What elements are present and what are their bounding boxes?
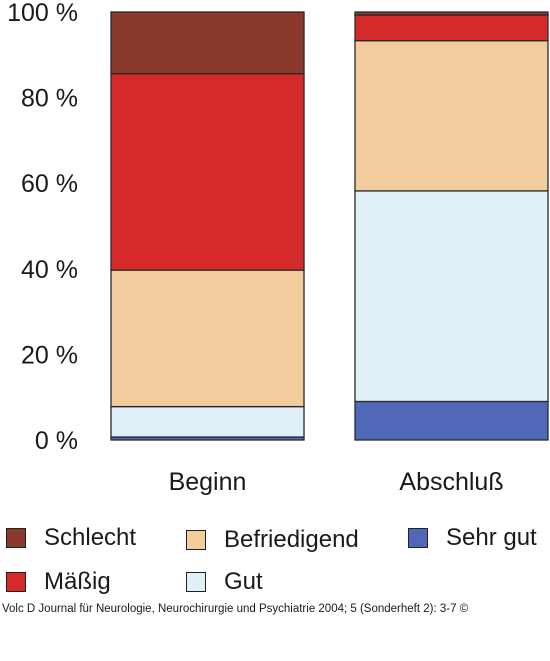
y-tick-label: 20 % [21, 341, 78, 369]
legend-item-befriedigend: Befriedigend [186, 526, 359, 554]
bar-segment-abschluss-befriedigend [354, 40, 549, 192]
x-axis: Beginn Abschluß [169, 468, 504, 496]
source-credit: Volc D Journal für Neurologie, Neurochir… [2, 603, 469, 615]
legend-label-gut: Gut [224, 568, 263, 595]
schlecht-swatch-icon [6, 528, 26, 548]
legend-label-schlecht: Schlecht [44, 524, 137, 551]
bar-segment-abschluss-gut [354, 190, 549, 403]
bar-segment-abschluss-sehr-gut [354, 400, 549, 441]
bar-segment-beginn-befriedigend [110, 269, 305, 408]
legend-item-sehr-gut: Sehr gut [408, 524, 537, 552]
bar-segment-beginn-schlecht [110, 11, 305, 75]
x-tick-label: Abschluß [399, 468, 503, 496]
y-axis: 0 % 20 % 40 % 60 % 80 % 100 % [7, 0, 78, 455]
y-tick-label: 60 % [21, 170, 78, 198]
y-tick-label: 80 % [21, 85, 78, 113]
y-tick-label: 40 % [21, 256, 78, 284]
x-tick-label: Beginn [169, 468, 247, 496]
legend-item-maessig: Mäßig [6, 568, 111, 596]
legend-item-gut: Gut [186, 568, 263, 596]
legend-label-sehr-gut: Sehr gut [446, 524, 537, 551]
bar-segment-beginn-gut [110, 405, 305, 438]
legend-item-schlecht: Schlecht [6, 524, 136, 552]
y-tick-label: 100 % [7, 0, 78, 27]
y-tick-label: 0 % [35, 427, 78, 455]
bars [110, 11, 549, 441]
bar-segment-beginn-maessig [110, 72, 305, 271]
sehr-gut-swatch-icon [408, 528, 428, 548]
stacked-bar-chart: 0 % 20 % 40 % 60 % 80 % 100 % Beginn Abschluß [7, 0, 549, 496]
maessig-swatch-icon [6, 572, 26, 592]
bar-segment-abschluss-schlecht [354, 11, 549, 16]
gut-swatch-icon [186, 572, 206, 592]
befriedigend-swatch-icon [186, 530, 206, 550]
bar-segment-abschluss-maessig [354, 14, 549, 42]
legend-label-maessig: Mäßig [44, 568, 111, 595]
legend-label-befriedigend: Befriedigend [224, 526, 359, 553]
